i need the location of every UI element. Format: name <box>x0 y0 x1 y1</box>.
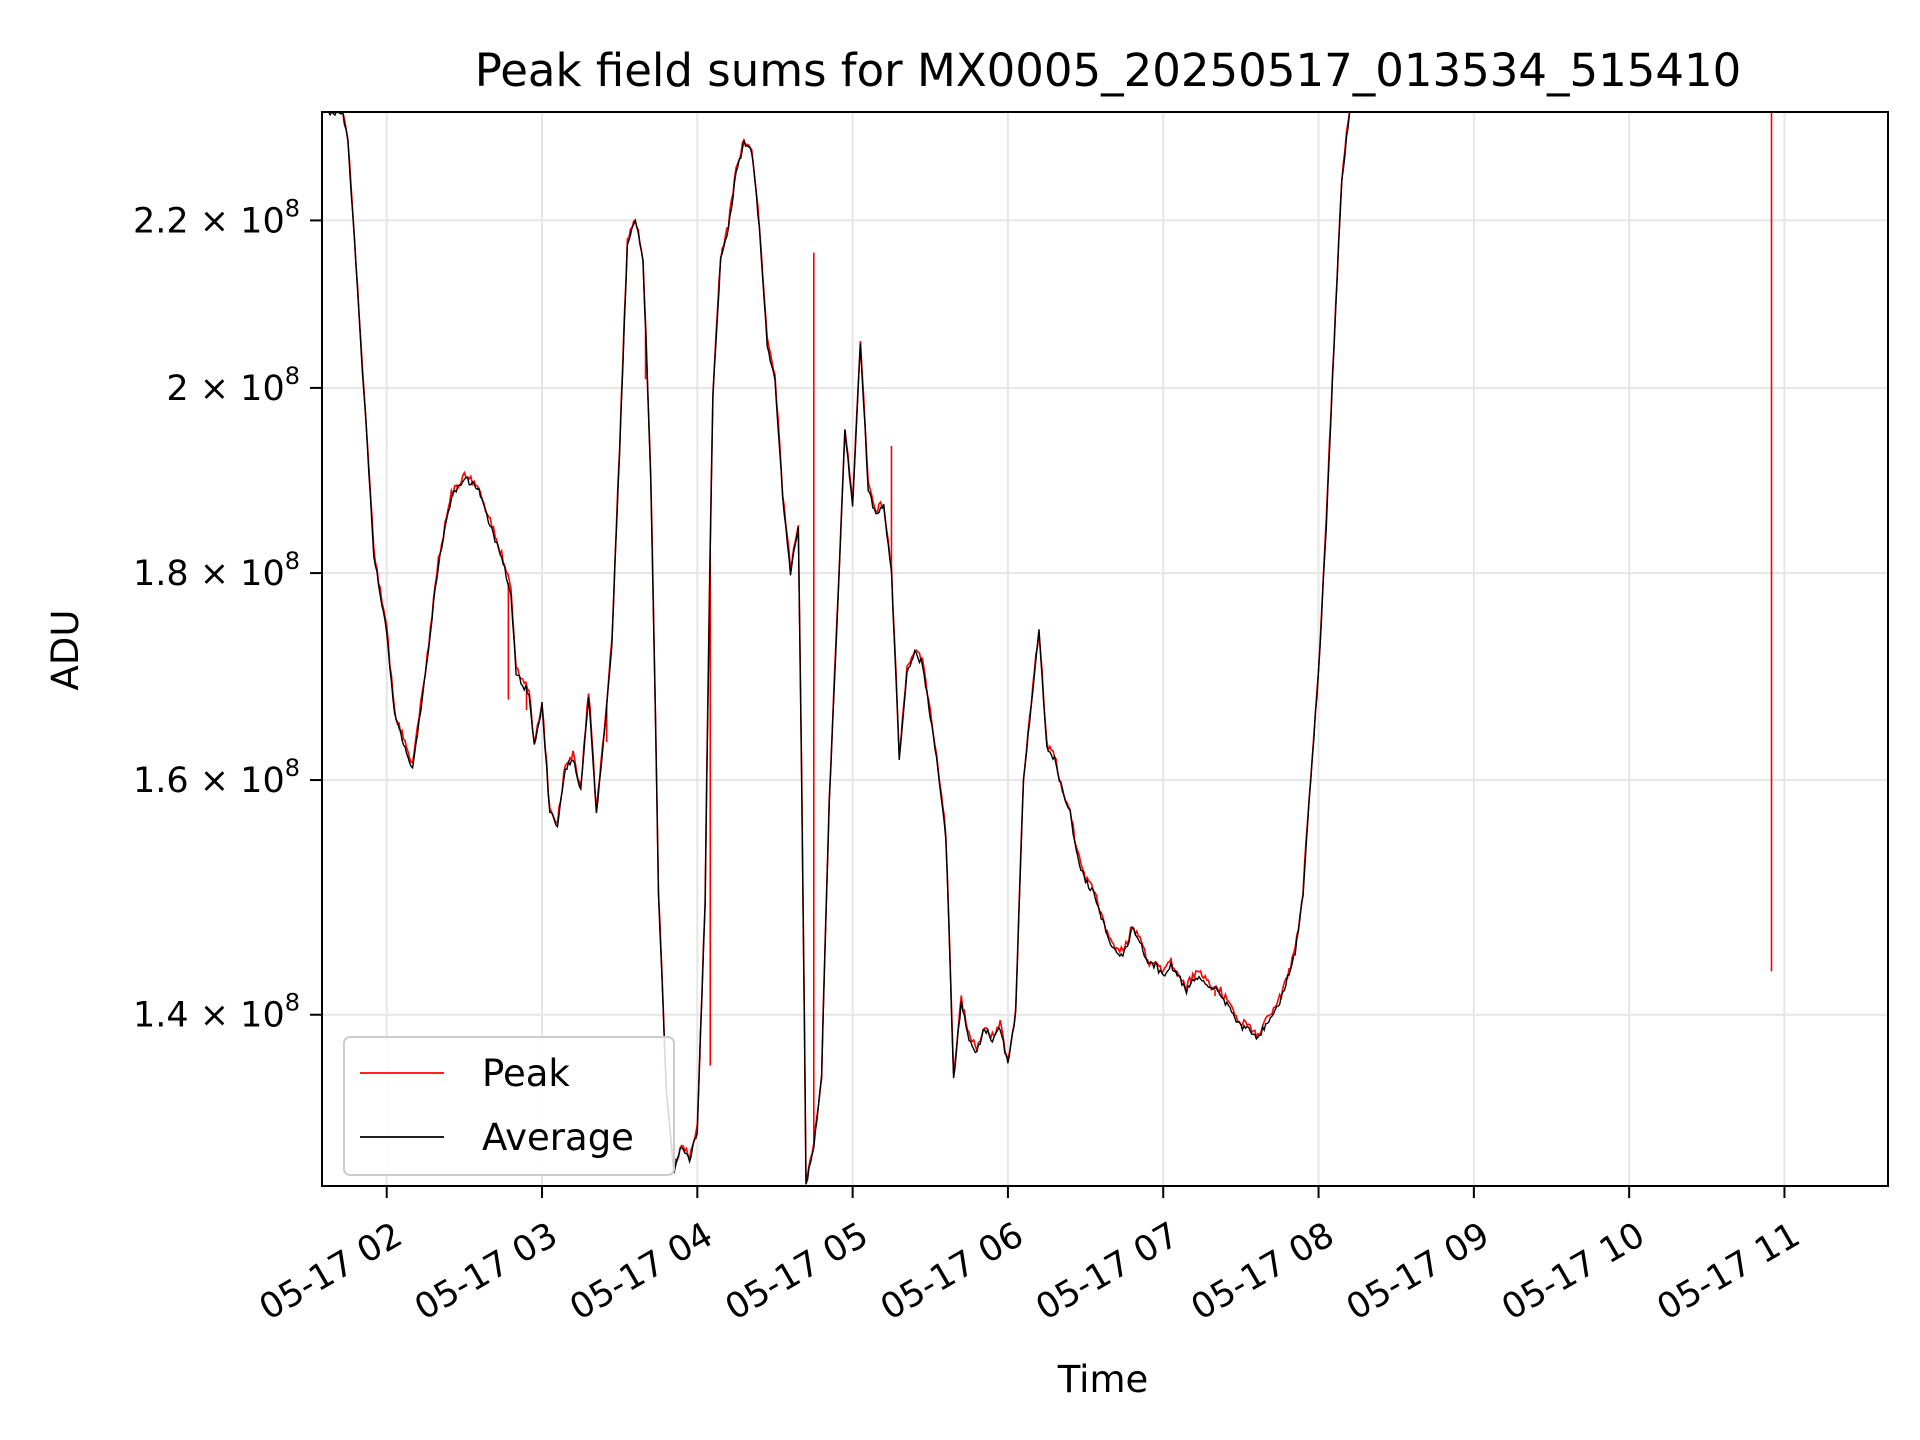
legend-label: Average <box>482 1116 634 1159</box>
y-axis-label: ADU <box>44 610 87 691</box>
plot-area <box>322 112 1773 1185</box>
legend-label: Peak <box>482 1052 570 1095</box>
plot-frame <box>321 111 1889 1187</box>
grid <box>322 112 1888 1186</box>
y-axis: 1.4 × 108 1.6 × 108 1.8 × 108 2 × 108 2.2 × … <box>133 194 322 1036</box>
y-tick-label: 2.2 × 108 <box>133 194 300 241</box>
y-tick-label: 1.4 × 108 <box>133 989 300 1036</box>
y-tick-label: 1.8 × 108 <box>133 547 300 594</box>
y-tick-label: 2 × 108 <box>166 362 300 409</box>
chart-title: Peak field sums for MX0005_20250517_0135… <box>475 44 1742 97</box>
series-average-line <box>322 112 1351 1184</box>
legend: Peak Average <box>343 1036 675 1176</box>
y-tick-label: 1.6 × 108 <box>133 754 300 801</box>
x-axis-label: Time <box>1057 1358 1149 1401</box>
legend-box <box>343 1036 675 1176</box>
